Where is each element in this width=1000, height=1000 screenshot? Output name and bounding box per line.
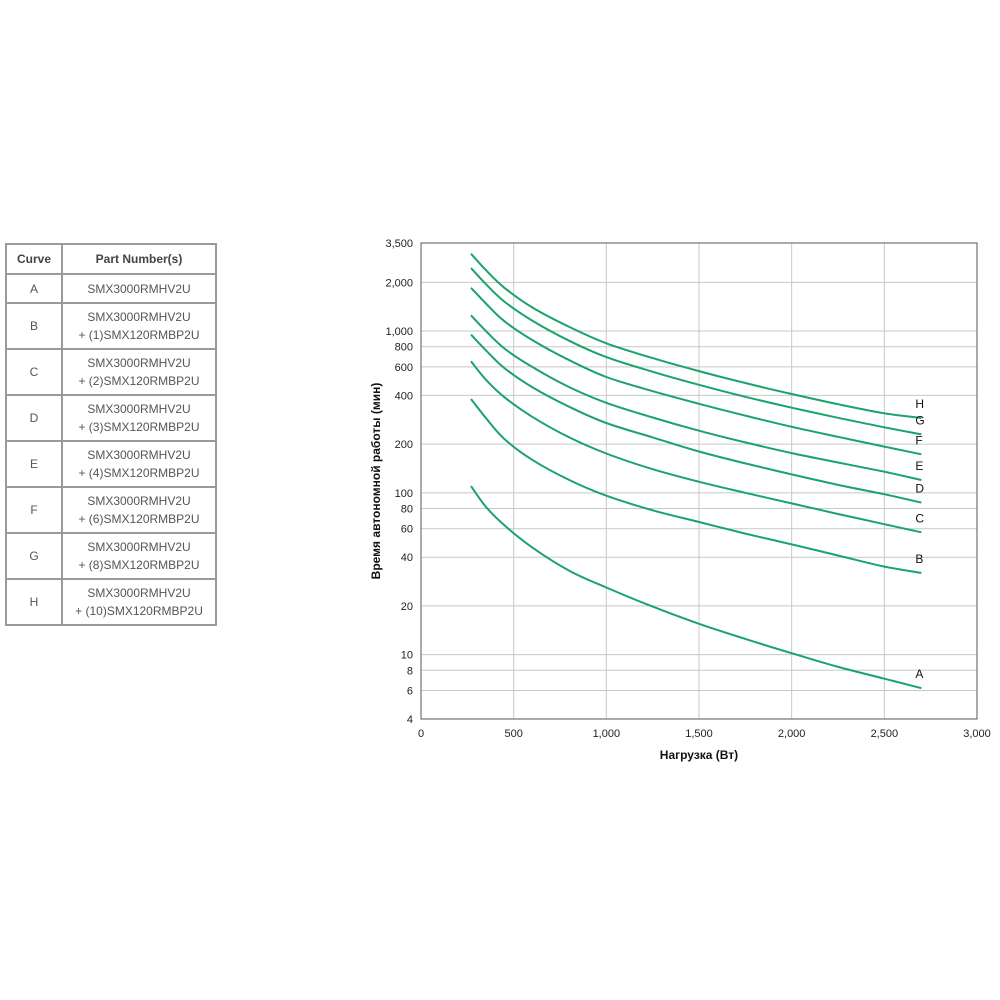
curve-id-cell: F: [5, 486, 63, 534]
part-number-text: SMX3000RMHV2U: [87, 448, 191, 462]
part-number-text: SMX3000RMHV2U: [87, 402, 191, 416]
curve-column-header: Curve: [5, 243, 63, 275]
part-number-text: SMX3000RMHV2U: [87, 310, 191, 324]
battery-pack-text: + (8)SMX120RMBP2U: [78, 558, 200, 572]
series-line-f: [470, 287, 922, 456]
legend-table: Curve Part Number(s) A SMX3000RMHV2U B S…: [5, 243, 217, 626]
x-tick-label: 3,000: [963, 728, 991, 740]
x-tick-label: 2,000: [778, 728, 806, 740]
curve-label-f: F: [915, 433, 922, 447]
y-tick-label: 200: [395, 439, 413, 451]
battery-pack-text: + (4)SMX120RMBP2U: [78, 466, 200, 480]
table-row: F SMX3000RMHV2U + (6)SMX120RMBP2U: [5, 486, 217, 534]
y-tick-label: 8: [407, 665, 413, 677]
y-axis-title: Время автономной работы (мин): [369, 383, 383, 580]
y-tick-label: 60: [401, 524, 413, 536]
part-number-text: SMX3000RMHV2U: [87, 494, 191, 508]
y-tick-label: 4: [407, 714, 413, 726]
series-line-a: [470, 485, 922, 690]
part-number-cell: SMX3000RMHV2U + (4)SMX120RMBP2U: [61, 440, 217, 488]
part-number-text: SMX3000RMHV2U: [87, 540, 191, 554]
y-tick-label: 10: [401, 650, 413, 662]
part-number-text: SMX3000RMHV2U: [87, 356, 191, 370]
part-number-cell: SMX3000RMHV2U + (10)SMX120RMBP2U: [61, 578, 217, 626]
y-tick-label: 100: [395, 488, 413, 500]
battery-pack-text: + (6)SMX120RMBP2U: [78, 512, 200, 526]
y-tick-label: 600: [395, 362, 413, 374]
curve-id-cell: B: [5, 302, 63, 350]
part-number-cell: SMX3000RMHV2U + (1)SMX120RMBP2U: [61, 302, 217, 350]
curve-label-b: B: [915, 552, 923, 566]
table-header-row: Curve Part Number(s): [5, 243, 217, 275]
part-number-cell: SMX3000RMHV2U + (8)SMX120RMBP2U: [61, 532, 217, 580]
battery-pack-text: + (1)SMX120RMBP2U: [78, 328, 200, 342]
curve-label-e: E: [915, 459, 923, 473]
curve-id-cell: C: [5, 348, 63, 396]
table-row: G SMX3000RMHV2U + (8)SMX120RMBP2U: [5, 532, 217, 580]
y-tick-label: 2,000: [385, 277, 413, 289]
y-tick-label: 40: [401, 552, 413, 564]
series-line-b: [470, 398, 922, 574]
y-tick-label: 800: [395, 342, 413, 354]
table-row: B SMX3000RMHV2U + (1)SMX120RMBP2U: [5, 302, 217, 350]
curve-id-cell: D: [5, 394, 63, 442]
y-tick-label: 80: [401, 504, 413, 516]
series-line-d: [470, 333, 922, 504]
curve-id-cell: A: [5, 273, 63, 304]
curve-label-c: C: [915, 511, 924, 525]
curve-label-g: G: [915, 413, 924, 427]
x-tick-label: 2,500: [871, 728, 899, 740]
battery-pack-text: + (10)SMX120RMBP2U: [75, 604, 203, 618]
series-line-h: [470, 253, 922, 419]
part-number-cell: SMX3000RMHV2U + (2)SMX120RMBP2U: [61, 348, 217, 396]
y-tick-label: 20: [401, 601, 413, 613]
part-number-text: SMX3000RMHV2U: [87, 586, 191, 600]
series-lines: [470, 253, 922, 690]
curve-id-cell: E: [5, 440, 63, 488]
curve-label-d: D: [915, 482, 924, 496]
x-tick-label: 500: [504, 728, 522, 740]
plot-frame: [420, 242, 978, 720]
table-row: C SMX3000RMHV2U + (2)SMX120RMBP2U: [5, 348, 217, 396]
series-line-e: [470, 314, 922, 481]
x-axis-ticks: 0 500 1,000 1,500 2,000 2,500 3,000: [418, 728, 991, 740]
y-tick-label: 6: [407, 686, 413, 698]
y-tick-label: 1,000: [385, 326, 413, 338]
table-row: D SMX3000RMHV2U + (3)SMX120RMBP2U: [5, 394, 217, 442]
x-tick-label: 0: [418, 728, 424, 740]
part-number-cell: SMX3000RMHV2U + (3)SMX120RMBP2U: [61, 394, 217, 442]
curve-id-cell: G: [5, 532, 63, 580]
battery-pack-text: + (2)SMX120RMBP2U: [78, 374, 200, 388]
series-line-c: [470, 360, 922, 534]
table-row: H SMX3000RMHV2U + (10)SMX120RMBP2U: [5, 578, 217, 626]
part-number-text: SMX3000RMHV2U: [87, 281, 191, 296]
x-tick-label: 1,000: [593, 728, 621, 740]
curve-id-cell: H: [5, 578, 63, 626]
part-number-cell: SMX3000RMHV2U + (6)SMX120RMBP2U: [61, 486, 217, 534]
curve-label-a: A: [915, 667, 923, 681]
y-tick-label: 400: [395, 390, 413, 402]
y-axis-ticks: 4 6 8 10 20 40 60 80 100 200 400 600 800 1,000 2,000 3,…: [385, 238, 413, 726]
curve-label-h: H: [915, 397, 924, 411]
x-tick-label: 1,500: [685, 728, 713, 740]
y-tick-label: 3,500: [385, 238, 413, 250]
table-row: E SMX3000RMHV2U + (4)SMX120RMBP2U: [5, 440, 217, 488]
table-row: A SMX3000RMHV2U: [5, 273, 217, 304]
part-number-column-header: Part Number(s): [61, 243, 217, 275]
battery-pack-text: + (3)SMX120RMBP2U: [78, 420, 200, 434]
part-number-cell: SMX3000RMHV2U: [61, 273, 217, 304]
series-line-g: [470, 267, 922, 436]
x-axis-title: Нагрузка (Вт): [660, 748, 738, 762]
